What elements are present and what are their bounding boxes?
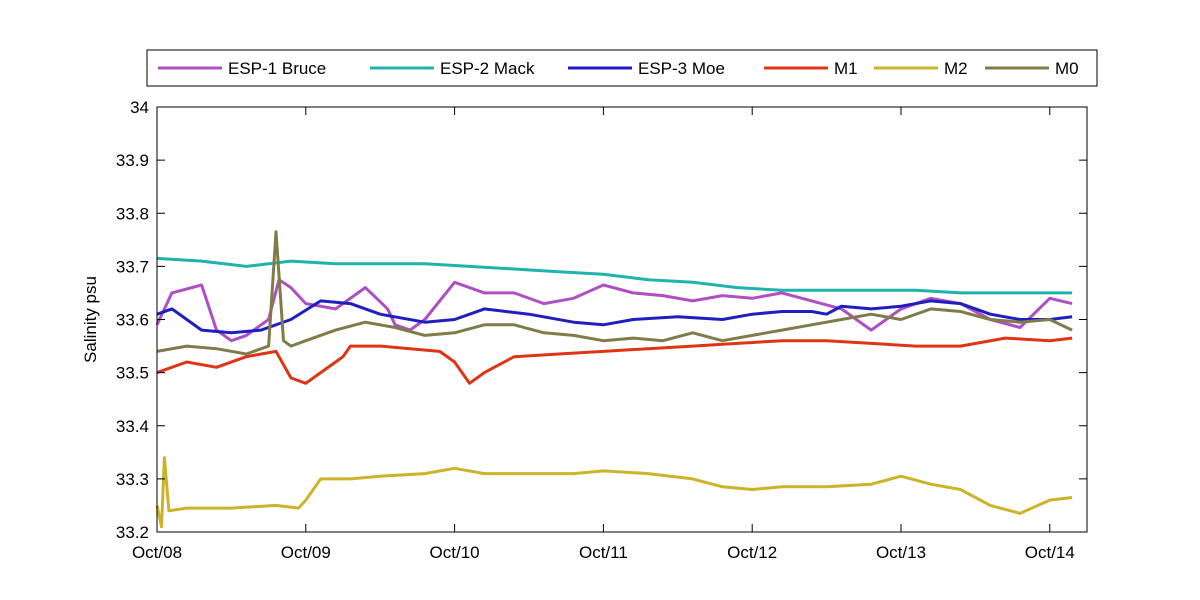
y-tick-label: 33.7 [116, 257, 149, 276]
x-tick-label: Oct/14 [1025, 543, 1075, 562]
x-tick-label: Oct/10 [430, 543, 480, 562]
x-tick-label: Oct/13 [876, 543, 926, 562]
series-lines [155, 230, 1073, 529]
series-line-2 [156, 256, 1073, 295]
legend-label: ESP-1 Bruce [228, 59, 326, 78]
legend-label: M0 [1055, 59, 1079, 78]
axes: 33.2 33.3 33.4 33.5 33.6 33.7 33.8 33.9 34 Oct/08… [81, 98, 1088, 562]
legend-label: ESP-3 Moe [638, 59, 725, 78]
y-tick-label: 33.4 [116, 417, 149, 436]
series-line-4 [156, 336, 1073, 385]
plot-background [157, 107, 1087, 532]
legend-label: ESP-2 Mack [440, 59, 535, 78]
legend-label: M2 [944, 59, 968, 78]
series-line-6 [156, 230, 1073, 356]
series-line-3 [156, 299, 1073, 335]
series-line-5 [155, 456, 1073, 529]
y-tick-label: 33.2 [116, 523, 149, 542]
legend-label: M1 [834, 59, 858, 78]
y-tick-label: 33.3 [116, 470, 149, 489]
plot-area [157, 107, 1087, 532]
y-tick-label: 33.9 [116, 151, 149, 170]
x-tick-label: Oct/09 [281, 543, 331, 562]
y-tick-label: 33.5 [116, 364, 149, 383]
y-tick-label: 33.8 [116, 204, 149, 223]
x-tick-label: Oct/12 [727, 543, 777, 562]
y-tick-label: 34 [130, 98, 149, 117]
legend: ESP-1 Bruce ESP-2 Mack ESP-3 Moe M1 M2 M0 [146, 49, 1098, 87]
y-tick-label: 33.6 [116, 311, 149, 330]
y-axis-title: Salinity psu [81, 276, 100, 363]
x-tick-label: Oct/11 [579, 543, 628, 562]
x-tick-label: Oct/08 [132, 543, 182, 562]
